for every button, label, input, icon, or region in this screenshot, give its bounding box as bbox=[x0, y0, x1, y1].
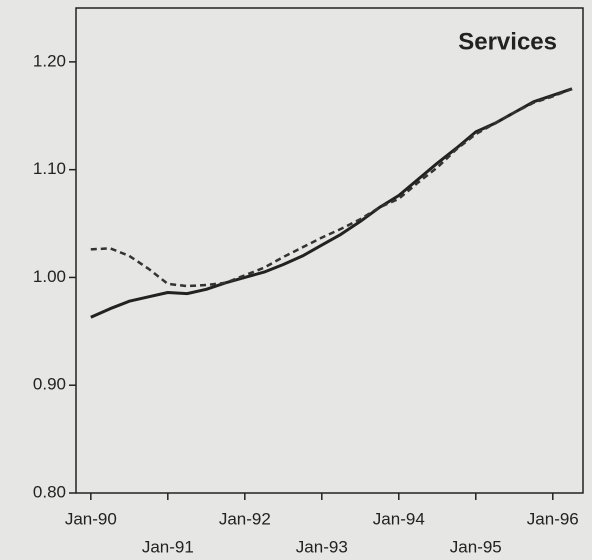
y-tick-label: 0.80 bbox=[33, 482, 66, 501]
y-tick-label: 1.00 bbox=[33, 267, 66, 286]
y-tick-label: 1.20 bbox=[33, 51, 66, 70]
series-line bbox=[90, 87, 573, 319]
x-tick-label: Jan-91 bbox=[142, 537, 194, 556]
x-tick-label: Jan-96 bbox=[527, 509, 579, 528]
x-tick-label: Jan-95 bbox=[450, 537, 502, 556]
series-line bbox=[90, 87, 573, 288]
x-tick-label: Jan-92 bbox=[219, 509, 271, 528]
x-tick-label: Jan-90 bbox=[65, 509, 117, 528]
x-tick-label: Jan-93 bbox=[296, 537, 348, 556]
y-tick-label: 0.90 bbox=[33, 375, 66, 394]
chart-title: Services bbox=[458, 28, 557, 55]
x-tick-label: Jan-94 bbox=[373, 509, 425, 528]
plot-frame bbox=[75, 7, 584, 494]
y-tick-label: 1.10 bbox=[33, 159, 66, 178]
